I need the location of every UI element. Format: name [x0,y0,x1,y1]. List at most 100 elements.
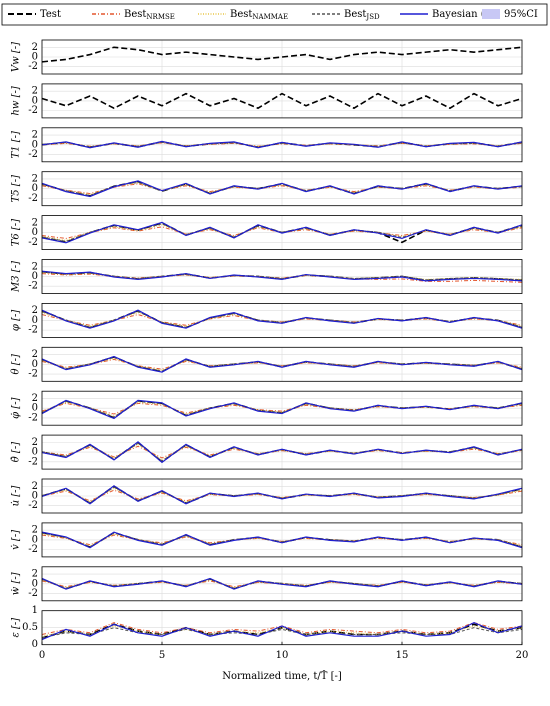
series-line [41,531,523,549]
series-line [41,270,523,282]
legend-label: 95%CI [504,9,538,20]
y-tick-label: -2 [28,237,38,248]
y-tick-label: -2 [28,105,38,116]
y-axis-label: Vw [-] [11,42,22,72]
y-tick-label: 2 [32,305,38,316]
plot-frame [41,522,523,558]
y-tick-label: 2 [32,437,38,448]
y-tick-label: 2 [32,525,38,536]
y-tick-label: 2 [32,42,38,53]
series-line [41,309,523,329]
series-line [41,441,523,464]
y-axis-label: T6 [-] [11,219,22,246]
series-line [41,577,523,590]
y-tick-label: 2 [32,261,38,272]
series-line [41,627,523,639]
y-tick-label: 1 [32,605,38,616]
x-tick-label: 10 [276,650,289,661]
series-line [41,399,523,420]
plot-frame [41,39,523,75]
legend-swatch [482,9,500,19]
y-axis-label: θ [-] [11,354,22,374]
plot-frame [41,127,523,163]
y-tick-label: 2 [32,130,38,141]
series-line [41,92,523,110]
y-tick-label: 2 [32,173,38,184]
y-tick-label: 2 [32,393,38,404]
x-axis-label: Normalized time, t/T̂ [-] [222,670,342,682]
y-axis-label: θ̇ [-] [11,442,22,462]
legend-label-name: Test [40,9,61,20]
y-tick-label: 0.5 [22,622,38,633]
y-tick-label: 0 [32,227,38,238]
y-axis-label: ε [-] [11,618,22,638]
plot-frame [41,215,523,251]
legend-label-sub: JSD [365,13,380,21]
x-tick-label: 0 [39,650,45,661]
y-tick-label: 2 [32,217,38,228]
series-line [41,221,523,244]
series-line [41,180,523,198]
series-line [41,271,523,281]
y-tick-label: 0 [32,359,38,370]
plot-frame [41,566,523,602]
y-axis-label: ẇ [-] [11,572,22,595]
legend-label: BestNRMSE [124,9,175,22]
plot-frame [41,390,523,426]
plot-frame [41,346,523,382]
y-tick-label: 0 [32,403,38,414]
y-tick-label: -2 [28,456,38,467]
y-tick-label: 0 [32,578,38,589]
series-line [41,578,523,589]
legend-label-name: Bayesian (μ) [432,9,495,20]
y-tick-label: -2 [28,588,38,599]
legend-label-name: Best [124,9,146,20]
y-axis-label: T1 [-] [11,131,22,158]
series-line [41,46,523,63]
y-tick-label: -2 [28,61,38,72]
legend-label: Bayesian (μ) [432,9,495,20]
y-tick-label: 2 [32,86,38,97]
y-axis-label: M3 [-] [11,261,22,293]
y-axis-label: v̇ [-] [11,530,22,550]
y-tick-label: 0 [32,534,38,545]
plot-frame [41,83,523,119]
y-tick-label: -2 [28,149,38,160]
legend-label-name: Best [344,9,366,20]
y-axis-label: φ̇ [-] [11,397,22,418]
legend-label-name: Best [230,9,252,20]
plot-frame [41,478,523,514]
legend-label-sub: NAMMAE [252,13,288,21]
y-axis-label: u̇ [-] [11,486,22,507]
legend-label: Test [40,9,61,20]
y-tick-label: 0 [32,315,38,326]
plot-frame [41,259,523,294]
series-line [41,489,523,502]
series-line [41,485,523,505]
y-axis-label: hw [-] [11,86,22,115]
y-tick-label: -2 [28,544,38,555]
y-tick-label: 0 [32,52,38,63]
legend-label-name: 95%CI [504,9,538,20]
series-line [41,140,523,149]
x-tick-label: 20 [516,650,529,661]
y-tick-label: -2 [28,325,38,336]
legend-label: BestJSD [344,9,380,22]
plot-frame [41,302,523,338]
y-tick-label: 0 [32,271,38,282]
y-tick-label: -2 [28,281,38,292]
y-tick-label: -2 [28,369,38,380]
y-tick-label: 2 [32,481,38,492]
y-tick-label: -2 [28,500,38,511]
plot-frame [41,171,523,207]
y-tick-label: 2 [32,349,38,360]
y-tick-label: 0 [32,639,38,650]
y-tick-label: 0 [32,183,38,194]
legend-label: BestNAMMAE [230,9,288,22]
y-tick-label: -2 [28,193,38,204]
legend-label-sub: NRMSE [146,13,174,21]
plot-frame [41,434,523,470]
y-tick-label: 0 [32,95,38,106]
y-tick-label: 0 [32,447,38,458]
y-axis-label: T5 [-] [11,175,22,202]
